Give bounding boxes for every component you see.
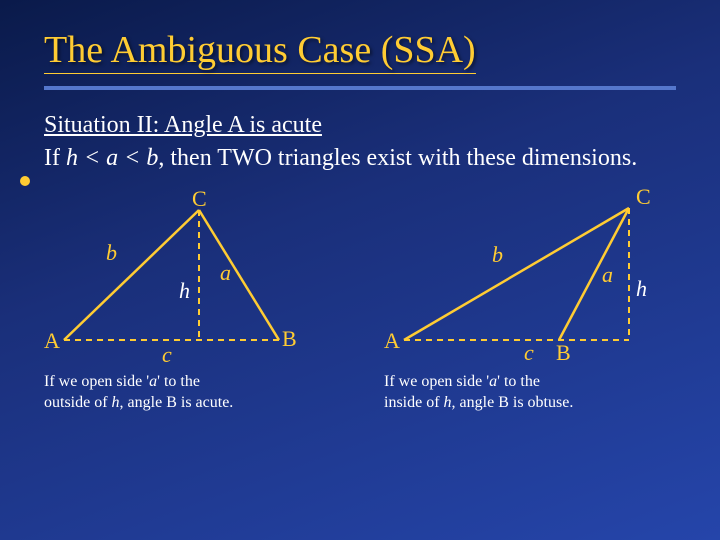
d1-label-a: a [220,260,231,286]
cond-prefix: If [44,145,66,171]
diagrams-row: C b h a A c B If we open side 'a' to the… [44,190,676,414]
d2-label-A: A [384,328,400,354]
d1-label-A: A [44,328,60,354]
d2-caption: If we open side 'a' to the inside of h, … [384,372,684,414]
slide: The Ambiguous Case (SSA) Situation II: A… [0,0,720,434]
d1-label-c: c [162,342,172,368]
d2-cap-4: , angle B is obtuse. [452,394,574,411]
diagram-1-svg: C b h a A c B [44,190,344,370]
condition-line: If h < a < b, then TWO triangles exist w… [44,145,676,172]
d2-cap-2: ' to the [497,373,540,390]
d1-cap-2: ' to the [157,373,200,390]
d2-label-a: a [602,262,613,288]
d1-cap-h: h [112,394,120,411]
d1-label-b: b [106,240,117,266]
d2-cap-3: inside of [384,394,444,411]
diagram-2: C b a h A c B If we open side 'a' to the… [384,190,684,414]
d2-label-C: C [636,184,651,210]
d1-label-C: C [192,186,207,212]
d2-label-h: h [636,276,647,302]
title-underline [44,86,676,90]
d2-label-c: c [524,340,534,366]
d1-cap-a: a [149,373,157,390]
d2-label-b: b [492,242,503,268]
d2-label-B: B [556,340,571,366]
title-wrap: The Ambiguous Case (SSA) [44,28,676,90]
diagram-2-svg: C b a h A c B [384,190,684,370]
bullet-dot [20,176,30,186]
slide-title: The Ambiguous Case (SSA) [44,29,476,74]
cond-suffix: , then TWO triangles exist with these di… [158,145,637,171]
d1-cap-3: outside of [44,394,112,411]
d2-cap-1: If we open side ' [384,373,489,390]
d2-cap-h: h [444,394,452,411]
d1-caption: If we open side 'a' to the outside of h,… [44,372,344,414]
d1-label-h: h [179,278,190,304]
diagram-1: C b h a A c B If we open side 'a' to the… [44,190,344,414]
d1-cap-1: If we open side ' [44,373,149,390]
situation-line: Situation II: Angle A is acute [44,112,676,139]
d1-cap-4: , angle B is acute. [120,394,234,411]
content: Situation II: Angle A is acute If h < a … [44,112,676,414]
d2-cap-a: a [489,373,497,390]
cond-math: h < a < b [66,145,158,171]
d1-label-B: B [282,326,297,352]
